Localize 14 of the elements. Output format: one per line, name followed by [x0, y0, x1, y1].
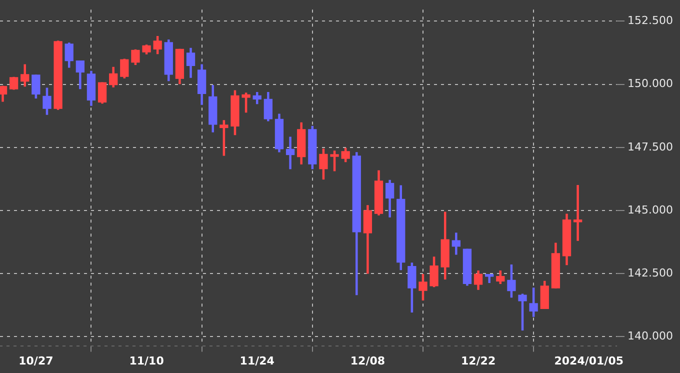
x-tick-label: 11/10 — [129, 354, 164, 368]
candlestick — [573, 184, 582, 241]
y-tick-label: 147.500 — [628, 140, 674, 154]
x-tick-label: 10/27 — [18, 354, 54, 368]
x-tick-label: 11/24 — [240, 354, 275, 368]
x-tick-label: 12/08 — [350, 354, 386, 368]
x-tick-label: 12/22 — [460, 354, 496, 368]
y-tick-label: 150.000 — [628, 77, 674, 90]
candlestick — [286, 136, 295, 170]
y-tick-label: 142.500 — [628, 266, 674, 280]
x-tick-label: 2024/01/05 — [554, 354, 624, 368]
y-tick-label: 140.000 — [628, 330, 674, 343]
y-tick-label: 152.500 — [628, 14, 674, 28]
y-tick-label: 145.000 — [628, 203, 674, 216]
